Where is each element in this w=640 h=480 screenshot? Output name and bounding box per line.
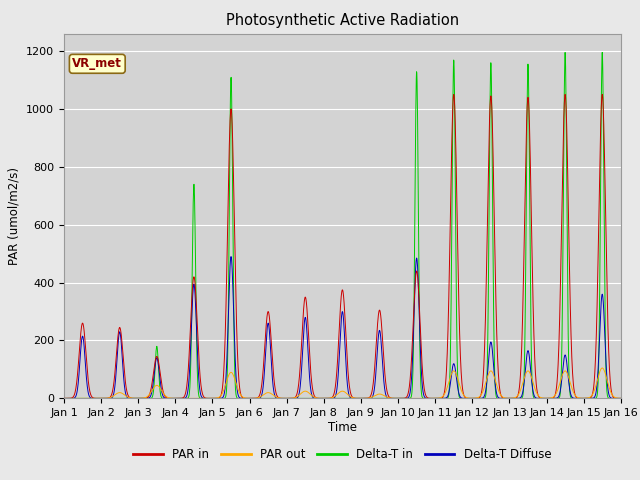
Legend: PAR in, PAR out, Delta-T in, Delta-T Diffuse: PAR in, PAR out, Delta-T in, Delta-T Dif… <box>129 443 556 466</box>
Title: Photosynthetic Active Radiation: Photosynthetic Active Radiation <box>226 13 459 28</box>
X-axis label: Time: Time <box>328 421 357 434</box>
Y-axis label: PAR (umol/m2/s): PAR (umol/m2/s) <box>8 167 20 265</box>
Text: VR_met: VR_met <box>72 57 122 70</box>
